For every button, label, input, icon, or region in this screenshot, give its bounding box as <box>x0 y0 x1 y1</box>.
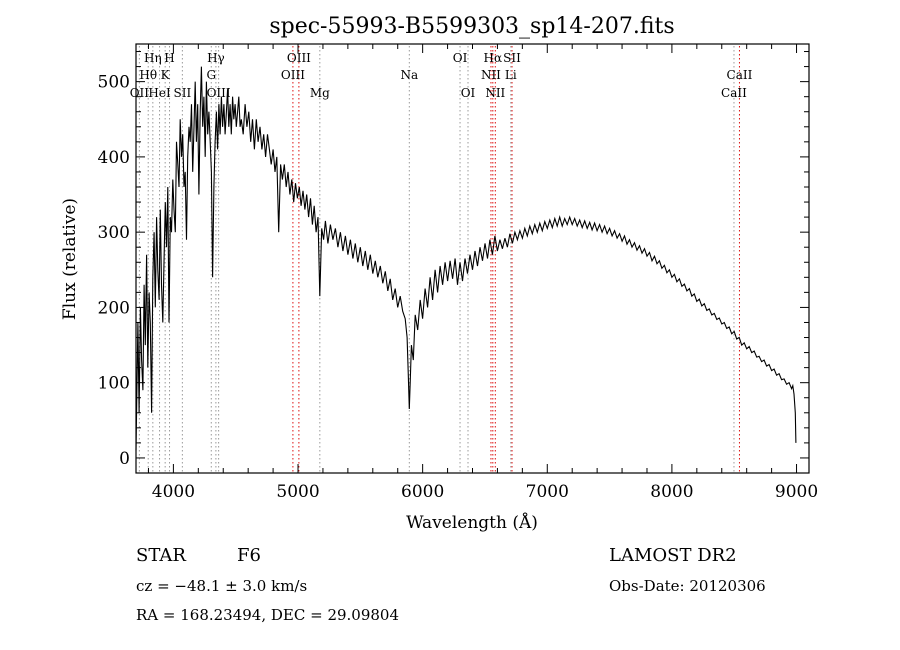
y-tick-label: 0 <box>119 449 130 469</box>
object-class: STAR <box>136 545 186 566</box>
y-tick-label: 200 <box>98 298 130 318</box>
coordinates: RA = 168.23494, DEC = 29.09804 <box>136 606 399 624</box>
line-marker-label: SII <box>174 86 192 100</box>
y-tick-label: 100 <box>98 374 130 394</box>
x-axis-label: Wavelength (Å) <box>406 512 538 533</box>
line-marker-labels: OII Hθ Hη HeI KH SII G Hγ OIII OIII OIII Mg Na OI OI NI… <box>130 51 753 100</box>
line-marker-label: OI <box>461 86 476 100</box>
line-marker-label: Hα <box>484 51 503 65</box>
line-marker-label: NII <box>485 86 505 100</box>
line-marker-label: Hγ <box>207 51 225 65</box>
x-tick-label: 4000 <box>152 482 195 502</box>
y-axis-label: Flux (relative) <box>60 198 80 320</box>
spectrum-line <box>135 66 797 451</box>
plot-frame <box>135 43 810 474</box>
x-axis-ticks: 4000 5000 6000 7000 8000 9000 <box>147 44 818 502</box>
line-marker-label: G <box>206 68 216 82</box>
line-marker-label: Hη <box>144 51 162 65</box>
x-tick-label: 6000 <box>401 482 444 502</box>
x-tick-label: 7000 <box>526 482 569 502</box>
redshift-cz: cz = −48.1 ± 3.0 km/s <box>136 577 307 595</box>
line-marker-label: OIII <box>281 68 305 82</box>
line-marker-label: OII <box>130 86 150 100</box>
chart-title: spec-55993-B5599303_sp14-207.fits <box>269 14 674 39</box>
line-marker-label: OIII <box>287 51 311 65</box>
x-tick-label: 9000 <box>775 482 818 502</box>
line-marker-label: SII <box>503 51 521 65</box>
y-axis-ticks: 0 100 200 300 400 500 <box>98 51 809 469</box>
x-tick-label: 5000 <box>276 482 319 502</box>
line-marker-label: OIII <box>207 86 231 100</box>
line-marker-label: Na <box>400 68 418 82</box>
observation-date: Obs-Date: 20120306 <box>609 577 766 595</box>
y-tick-label: 300 <box>98 223 130 243</box>
line-marker-label: OI <box>453 51 468 65</box>
line-marker-label: Li <box>505 68 517 82</box>
line-marker-label: K <box>161 68 171 82</box>
y-tick-label: 400 <box>98 148 130 168</box>
line-marker-label: Mg <box>310 86 330 100</box>
line-marker-label: NII <box>481 68 501 82</box>
line-marker-label: CaII <box>721 86 747 100</box>
subclass: F6 <box>237 545 261 566</box>
line-marker-label: H <box>164 51 174 65</box>
line-marker-label: Hθ <box>139 68 157 82</box>
x-tick-label: 8000 <box>650 482 693 502</box>
survey-name: LAMOST DR2 <box>609 545 737 566</box>
y-tick-label: 500 <box>98 73 130 93</box>
line-marker-label: HeI <box>148 86 171 100</box>
line-marker-label: CaII <box>727 68 753 82</box>
